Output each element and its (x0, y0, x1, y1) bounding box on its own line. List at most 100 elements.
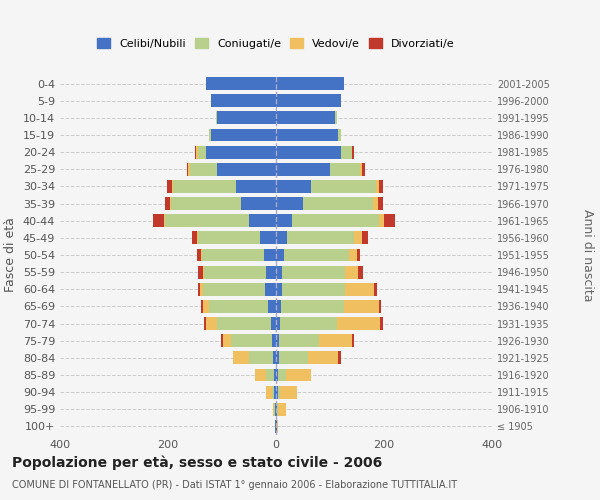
Bar (198, 266, 203, 278)
Bar (171, 197, 241, 210)
Bar (352, 334, 354, 347)
Bar (197, 232, 198, 244)
Bar (170, 197, 171, 210)
Bar (271, 317, 276, 330)
Bar (198, 146, 206, 158)
Bar (276, 368, 278, 382)
Bar (198, 232, 260, 244)
Bar (311, 180, 376, 193)
Bar (352, 146, 354, 158)
Bar (206, 317, 217, 330)
Bar (330, 163, 360, 175)
Bar (276, 128, 338, 141)
Bar (217, 112, 276, 124)
Bar (338, 128, 341, 141)
Bar (358, 266, 364, 278)
Bar (217, 317, 271, 330)
Bar (203, 283, 265, 296)
Bar (260, 232, 276, 244)
Bar (278, 368, 286, 382)
Y-axis label: Fasce di età: Fasce di età (4, 218, 17, 292)
Bar (277, 420, 278, 433)
Bar (217, 163, 276, 175)
Bar (211, 94, 276, 107)
Bar (276, 352, 278, 364)
Bar (277, 403, 278, 415)
Bar (249, 214, 276, 227)
Bar (204, 317, 206, 330)
Bar (231, 334, 272, 347)
Bar (173, 180, 235, 193)
Bar (338, 352, 341, 364)
Bar (379, 214, 384, 227)
Bar (202, 248, 264, 262)
Bar (284, 248, 349, 262)
Bar (198, 283, 200, 296)
Bar (379, 300, 382, 313)
Text: Popolazione per età, sesso e stato civile - 2006: Popolazione per età, sesso e stato civil… (12, 455, 382, 469)
Bar (283, 283, 344, 296)
Bar (278, 334, 319, 347)
Bar (362, 163, 365, 175)
Bar (195, 146, 196, 158)
Bar (276, 146, 341, 158)
Bar (343, 300, 379, 313)
Bar (360, 163, 362, 175)
Bar (265, 283, 276, 296)
Bar (272, 334, 276, 347)
Bar (233, 352, 249, 364)
Bar (215, 112, 217, 124)
Bar (373, 197, 377, 210)
Bar (266, 368, 274, 382)
Bar (268, 300, 276, 313)
Bar (319, 334, 352, 347)
Bar (221, 334, 223, 347)
Bar (264, 248, 276, 262)
Bar (276, 403, 277, 415)
Bar (341, 146, 352, 158)
Bar (354, 232, 362, 244)
Bar (276, 386, 278, 398)
Bar (384, 214, 395, 227)
Bar (337, 317, 380, 330)
Bar (274, 368, 276, 382)
Bar (266, 266, 276, 278)
Bar (167, 180, 172, 193)
Bar (380, 317, 383, 330)
Bar (303, 197, 373, 210)
Bar (344, 266, 358, 278)
Bar (276, 300, 281, 313)
Bar (266, 386, 272, 398)
Legend: Celibi/Nubili, Coniugati/e, Vedovi/e, Divorziati/e: Celibi/Nubili, Coniugati/e, Vedovi/e, Di… (93, 34, 459, 54)
Bar (278, 403, 286, 415)
Bar (308, 352, 338, 364)
Bar (203, 300, 209, 313)
Bar (166, 214, 249, 227)
Bar (344, 283, 374, 296)
Bar (166, 197, 170, 210)
Bar (188, 163, 190, 175)
Bar (276, 232, 287, 244)
Bar (172, 180, 173, 193)
Bar (278, 386, 280, 398)
Bar (276, 266, 283, 278)
Bar (278, 352, 308, 364)
Bar (357, 248, 360, 262)
Bar (206, 146, 276, 158)
Bar (276, 317, 280, 330)
Bar (276, 112, 335, 124)
Bar (203, 266, 204, 278)
Bar (374, 283, 377, 296)
Bar (193, 232, 197, 244)
Bar (276, 180, 311, 193)
Bar (275, 403, 276, 415)
Bar (286, 368, 311, 382)
Bar (376, 180, 379, 193)
Bar (280, 317, 337, 330)
Bar (211, 128, 276, 141)
Bar (202, 300, 203, 313)
Bar (154, 214, 164, 227)
Bar (197, 248, 201, 262)
Bar (201, 248, 202, 262)
Bar (276, 197, 303, 210)
